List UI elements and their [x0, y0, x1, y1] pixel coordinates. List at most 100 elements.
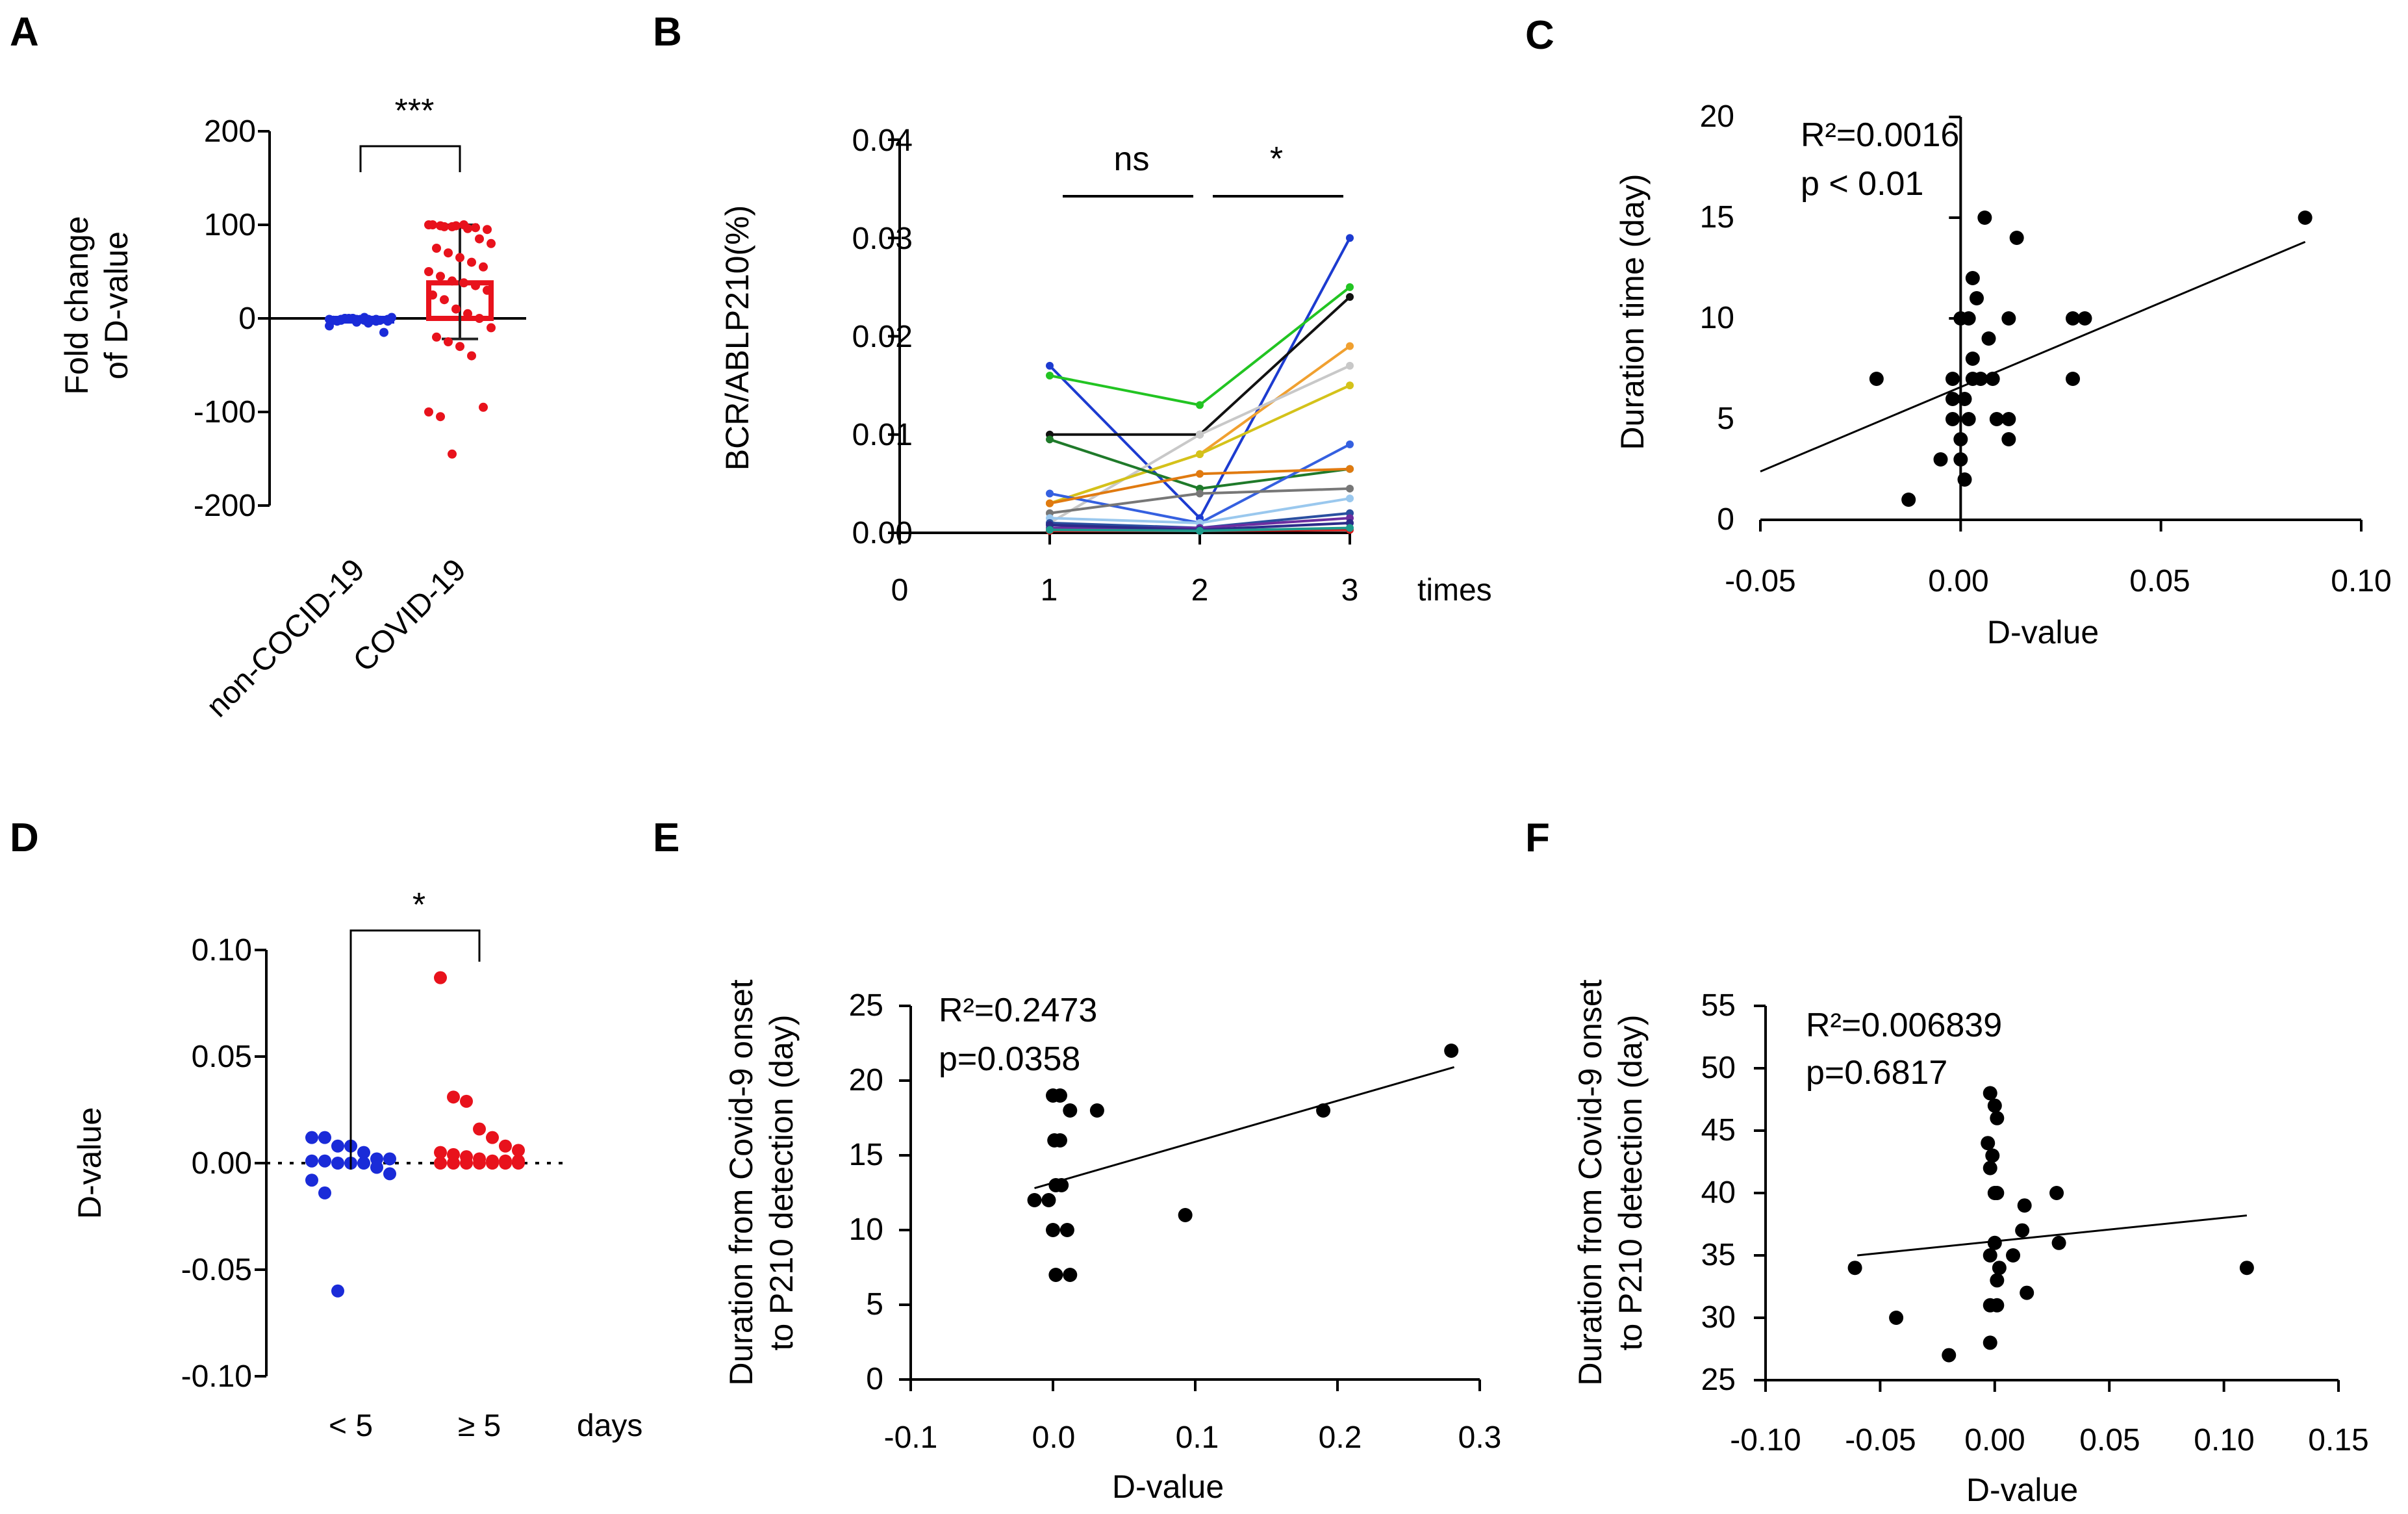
panel-a-point: [448, 449, 457, 459]
panel-e-point: [1052, 1133, 1067, 1148]
panel-d-point: [434, 971, 447, 984]
panel-b-point: [1346, 524, 1354, 532]
panel-e-xtick-label: 0.1: [1176, 1420, 1219, 1455]
panel-b-ytick-label: 0.04: [852, 123, 913, 158]
panel-d-point: [305, 1174, 318, 1187]
panel-d-point: [383, 1152, 396, 1166]
panel-a-point: [340, 314, 349, 323]
panel-c-point: [1973, 372, 1988, 386]
panel-d-point: [331, 1157, 344, 1170]
panel-a-point: [459, 278, 468, 288]
panel-f-xlabel: D-value: [1966, 1472, 2078, 1508]
panel-b-point: [1346, 361, 1354, 370]
panel-e-ytick-label: 20: [849, 1063, 883, 1097]
panel-e-ytick-label: 25: [849, 988, 883, 1023]
panel-f-ytick-label: 40: [1701, 1175, 1736, 1210]
panel-d-point: [318, 1154, 331, 1168]
panel-f-point: [2049, 1186, 2064, 1200]
panel-a-point: [479, 402, 488, 412]
panel-b-xtick-label: 2: [1191, 573, 1209, 608]
panel-b-point: [1346, 234, 1354, 242]
panel-a-point: [475, 234, 484, 244]
panel-e-point: [1041, 1193, 1056, 1207]
panel-a-ytick-label: -100: [194, 395, 256, 430]
panel-d-chart: D-value 0.10 0.05 0.00 -0.05 -0.10 < 5 ≥…: [71, 886, 642, 1443]
panel-d-point: [434, 1157, 447, 1170]
panel-c-xtick-label: 0.10: [2331, 564, 2391, 598]
panel-b-point: [1196, 430, 1204, 439]
panel-d-point: [486, 1131, 499, 1144]
panel-a-point: [375, 315, 385, 325]
panel-e-xtick-label: -0.1: [884, 1420, 938, 1455]
panel-f-xtick-label: -0.10: [1730, 1423, 1801, 1457]
panel-b-ytick-label: 0.01: [852, 418, 913, 452]
panel-a-point: [451, 221, 461, 231]
panel-c-p-value: p < 0.01: [1801, 165, 1923, 203]
panel-f-point: [1983, 1248, 1997, 1263]
panel-e-point: [1178, 1208, 1193, 1222]
panel-b-point: [1346, 484, 1354, 493]
panel-a-point: [364, 318, 373, 328]
panel-a-significance-bracket: [359, 145, 461, 172]
panel-e-ylabel-line2: to P210 detection (day): [763, 1015, 800, 1351]
panel-c-fit-line: [1760, 240, 2306, 472]
panel-d-point: [357, 1157, 370, 1170]
panel-d-point: [473, 1157, 486, 1170]
panel-c-point: [2077, 311, 2092, 326]
panel-c-point: [1901, 493, 1916, 507]
panel-d-point: [305, 1154, 318, 1168]
panel-a-point: [440, 222, 449, 231]
panel-c-ytick-label: 0: [1717, 502, 1734, 537]
panel-b-point: [1196, 401, 1204, 409]
panel-f-ylabel-line1: Duration from Covid-9 onset: [1572, 979, 1608, 1385]
panel-a-point: [440, 295, 449, 305]
panel-b-series-line: [1049, 345, 1351, 505]
panel-f-point: [2020, 1285, 2034, 1300]
panel-c-point: [1933, 452, 1948, 467]
panel-c-point: [1970, 291, 1984, 305]
panel-a-point: [436, 412, 445, 422]
panel-f-point: [1990, 1110, 2005, 1125]
panel-c-point: [1977, 211, 1992, 225]
panel-e-point: [1048, 1268, 1063, 1282]
panel-f-point: [1985, 1148, 2000, 1163]
panel-a-ytick-label: 100: [204, 208, 256, 242]
panel-b-point: [1196, 470, 1204, 478]
panel-c-point: [1985, 372, 2000, 386]
panel-a-point: [467, 257, 476, 267]
panel-a-ytick-label: -200: [194, 489, 256, 523]
panel-c-chart: Duration time (day) D-value 20 15 10 5 0…: [1614, 99, 2392, 650]
panel-label-b: B: [653, 10, 682, 55]
panel-c-point: [1953, 452, 1968, 467]
panel-a-point: [424, 267, 433, 276]
panel-f-p-value: p=0.6817: [1806, 1054, 1947, 1092]
panel-c-point: [1961, 311, 1976, 326]
panel-a-point: [487, 323, 496, 333]
panel-d-point: [447, 1090, 460, 1104]
panel-b-xtick-label: 0: [891, 573, 909, 608]
panel-d-ytick-label: 0.10: [192, 933, 252, 968]
panel-b-ytick-label: 0.02: [852, 320, 913, 354]
panel-f-point: [1990, 1273, 2005, 1288]
panel-a-point: [428, 220, 437, 229]
panel-b-ytick-label: 0.03: [852, 222, 913, 256]
panel-b-point: [1046, 526, 1054, 534]
panel-d-category-label: < 5: [329, 1409, 373, 1443]
panel-d-point: [318, 1186, 331, 1200]
panel-d-ylabel: D-value: [71, 1107, 108, 1219]
panel-f-point: [2239, 1261, 2254, 1276]
panel-e-ytick-label: 15: [849, 1138, 883, 1172]
panel-f-point: [2015, 1223, 2030, 1238]
panel-a-ylabel-line1: Fold change: [58, 216, 95, 394]
panel-b-point: [1346, 342, 1354, 350]
panel-d-point: [512, 1154, 525, 1168]
panel-a-point: [432, 244, 441, 253]
panel-label-f: F: [1525, 815, 1550, 860]
panel-d-point: [434, 1146, 447, 1159]
panel-a-point: [479, 262, 488, 272]
panel-b-xtick-label: 1: [1041, 573, 1058, 608]
panel-c-ylabel: Duration time (day): [1614, 173, 1651, 450]
panel-d-point: [486, 1157, 499, 1170]
panel-c-point: [2001, 311, 2016, 326]
panel-b-xtick-label: 3: [1341, 573, 1359, 608]
